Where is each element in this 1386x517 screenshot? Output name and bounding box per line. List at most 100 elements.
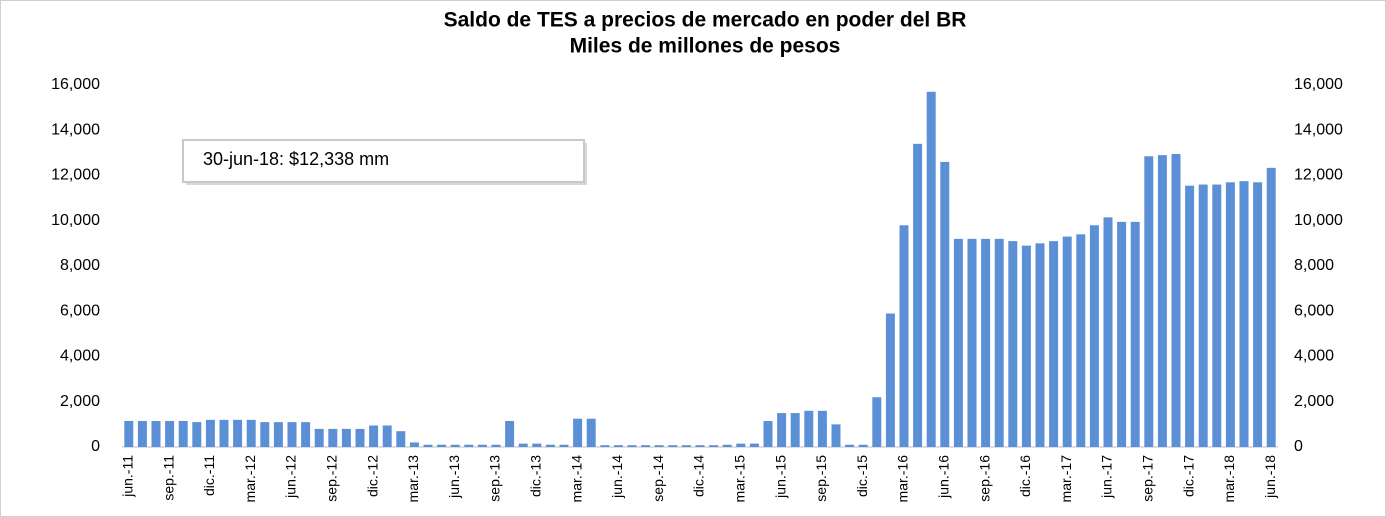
- y2-tick-label: 4,000: [1294, 348, 1334, 365]
- bar: [151, 420, 161, 447]
- bar: [1117, 221, 1127, 447]
- annotation: 30-jun-18: $12,338 mm: [203, 149, 389, 169]
- x-tick-label: sep.-16: [976, 455, 992, 502]
- bar: [1225, 182, 1235, 447]
- bar: [1198, 184, 1208, 448]
- x-tick-label: jun.-17: [1099, 455, 1115, 499]
- x-tick-label: dic.-12: [364, 455, 380, 497]
- x-tick-label: jun.-12: [283, 455, 299, 499]
- x-tick-label: mar.-17: [1058, 455, 1074, 503]
- bar: [940, 161, 950, 448]
- x-tick-label: mar.-13: [405, 455, 421, 503]
- bar: [1171, 154, 1181, 447]
- bar: [1185, 185, 1195, 447]
- x-tick-label: mar.-12: [242, 455, 258, 503]
- bar: [749, 443, 759, 447]
- bar: [831, 424, 841, 447]
- bar: [1157, 155, 1167, 447]
- bar: [491, 444, 501, 447]
- bar: [409, 442, 419, 447]
- bar: [845, 444, 855, 447]
- bar: [1212, 184, 1222, 448]
- bar: [695, 445, 705, 447]
- bar: [260, 422, 270, 447]
- bar: [437, 444, 447, 447]
- y2-tick-label: 2,000: [1294, 393, 1334, 410]
- bar: [382, 425, 392, 447]
- y2-tick-label: 16,000: [1294, 76, 1343, 93]
- y2-tick-label: 8,000: [1294, 257, 1334, 274]
- bar: [246, 419, 256, 447]
- chart-subtitle: Miles de millones de pesos: [570, 35, 841, 58]
- bar: [1008, 241, 1018, 447]
- bar: [777, 413, 787, 447]
- bar: [559, 444, 569, 447]
- x-tick-label: jun.-18: [1262, 455, 1278, 499]
- bar: [627, 445, 637, 447]
- bar: [1130, 221, 1140, 447]
- bar: [165, 420, 175, 447]
- bar: [192, 422, 202, 447]
- x-tick-label: dic.-17: [1180, 455, 1196, 497]
- bar: [790, 413, 800, 447]
- bar: [369, 425, 379, 447]
- bar: [178, 420, 188, 447]
- bar: [681, 445, 691, 447]
- y-tick-label: 14,000: [51, 121, 100, 138]
- bar: [586, 418, 596, 447]
- chart-title: Saldo de TES a precios de mercado en pod…: [444, 9, 967, 32]
- bar: [736, 443, 746, 447]
- bar: [817, 410, 827, 447]
- x-tick-label: mar.-14: [568, 455, 584, 503]
- bar: [301, 422, 311, 447]
- bar: [709, 445, 719, 447]
- bar: [953, 238, 963, 447]
- bar: [464, 444, 474, 447]
- bar: [205, 419, 215, 447]
- y2-tick-label: 0: [1294, 438, 1303, 455]
- x-tick-label: mar.-18: [1221, 455, 1237, 503]
- bar: [518, 443, 528, 447]
- x-tick-label: dic.-16: [1017, 455, 1033, 497]
- bar: [967, 238, 977, 447]
- bar: [477, 444, 487, 447]
- y2-tick-label: 6,000: [1294, 302, 1334, 319]
- bar: [1035, 243, 1045, 447]
- bar: [1266, 167, 1276, 447]
- bar: [1239, 181, 1249, 447]
- bar: [287, 422, 297, 447]
- bar: [573, 418, 583, 447]
- bar: [124, 420, 134, 447]
- bar: [994, 238, 1004, 447]
- bar: [1089, 225, 1099, 447]
- bar: [763, 420, 773, 447]
- bar: [137, 420, 147, 447]
- y-tick-label: 16,000: [51, 76, 100, 93]
- bar: [1253, 182, 1263, 447]
- bar: [913, 143, 923, 447]
- x-tick-label: dic.-13: [528, 455, 544, 497]
- bar: [722, 444, 732, 447]
- bar: [233, 419, 243, 447]
- y-tick-label: 4,000: [60, 348, 100, 365]
- annotation-box: [182, 139, 585, 183]
- y-tick-label: 12,000: [51, 167, 100, 184]
- x-tick-label: sep.-13: [487, 455, 503, 502]
- bar: [545, 444, 555, 447]
- bar: [872, 397, 882, 447]
- bar: [981, 238, 991, 447]
- x-tick-label: dic.-11: [201, 455, 217, 496]
- bar: [668, 445, 678, 447]
- y-tick-label: 0: [91, 438, 100, 455]
- bar: [613, 445, 623, 447]
- x-tick-label: sep.-12: [324, 455, 340, 502]
- x-tick-label: sep.-17: [1140, 455, 1156, 502]
- bar: [219, 419, 229, 447]
- bar: [1144, 156, 1154, 448]
- bar: [532, 443, 542, 447]
- bar: [899, 225, 909, 447]
- y-tick-label: 2,000: [60, 393, 100, 410]
- bar: [341, 428, 351, 447]
